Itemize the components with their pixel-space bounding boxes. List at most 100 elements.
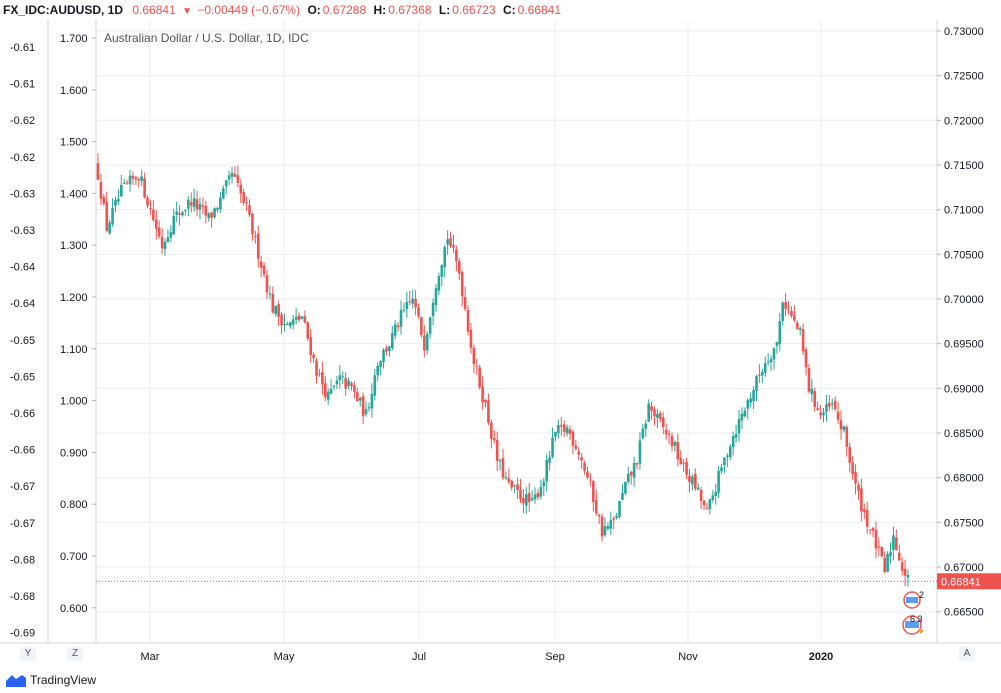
candle-body xyxy=(854,471,857,484)
candle-body xyxy=(452,244,455,248)
candle-body xyxy=(283,323,286,326)
candle-body xyxy=(900,562,904,571)
candle-body xyxy=(399,309,403,327)
candle-body xyxy=(280,314,283,326)
candle-body xyxy=(213,208,216,218)
candle-body xyxy=(519,489,522,500)
candle-body xyxy=(184,209,187,211)
brand-name[interactable]: TradingView xyxy=(30,673,97,687)
right-axis-tick-label: 0.66500 xyxy=(944,607,984,619)
candle-body xyxy=(236,175,240,184)
candle-body xyxy=(626,473,630,482)
candle-body xyxy=(125,182,129,184)
candle-body xyxy=(187,199,190,209)
candle-body xyxy=(597,514,601,517)
candle-body xyxy=(259,261,263,268)
candle-body xyxy=(379,360,382,368)
event-badge-1[interactable]: 2 xyxy=(903,590,924,609)
candle-body xyxy=(868,529,872,531)
candle-body xyxy=(434,288,438,305)
time-axis[interactable]: Mar May Jul Sep Nov 2020 xyxy=(141,651,834,663)
candle-body xyxy=(708,499,712,510)
candle-body xyxy=(801,329,805,352)
price-chart[interactable]: -0.61 -0.61 -0.62 -0.62 -0.63 -0.63 -0.64 -0.64… xyxy=(0,20,1001,668)
candle-body xyxy=(128,175,132,185)
candle-body xyxy=(364,409,368,415)
inner-left-axis-tick-label: 1.000 xyxy=(60,396,88,408)
time-axis-tick-label: Jul xyxy=(412,651,426,663)
time-axis-tick-label: 2020 xyxy=(809,651,833,663)
candle-body xyxy=(755,376,758,391)
candle-body xyxy=(256,233,260,259)
candle-body xyxy=(536,492,540,498)
outer-left-axis[interactable]: -0.61 -0.61 -0.62 -0.62 -0.63 -0.63 -0.64 -0.64… xyxy=(10,42,35,640)
candle-body xyxy=(699,489,703,501)
candle-body xyxy=(612,518,616,520)
candle-body xyxy=(860,488,863,512)
candle-body xyxy=(169,232,173,238)
candle-body xyxy=(501,458,505,478)
candle-body xyxy=(516,484,519,490)
candle-body xyxy=(559,425,563,427)
candle-body xyxy=(405,302,409,310)
footer: TradingView xyxy=(0,668,1001,693)
candle-body xyxy=(895,537,898,551)
candle-body xyxy=(580,457,583,461)
candle-body xyxy=(533,494,537,500)
candle-body xyxy=(525,494,528,506)
candle-body xyxy=(221,188,225,199)
candle-body xyxy=(390,333,394,348)
candle-body xyxy=(723,457,726,465)
candle-body xyxy=(189,202,193,206)
candle-body xyxy=(335,380,339,385)
right-price-axis[interactable]: 0.73000 0.72500 0.72000 0.71500 0.71000 0.705… xyxy=(937,26,984,619)
inner-left-axis[interactable]: 1.700 1.600 1.500 1.400 1.300 1.200 1.100 1.000… xyxy=(60,33,96,615)
candle-body xyxy=(804,349,808,368)
right-axis-tick-label: 0.69000 xyxy=(944,383,984,395)
candle-body xyxy=(603,526,607,536)
candle-body xyxy=(175,211,178,215)
candle-body xyxy=(685,461,688,475)
inner-left-axis-tick-label: 1.300 xyxy=(60,240,88,252)
candle-body xyxy=(836,411,840,420)
candle-body xyxy=(306,322,310,339)
candle-body xyxy=(632,463,636,478)
tradingview-logo-icon[interactable] xyxy=(6,675,26,687)
inner-left-axis-tick-label: 0.800 xyxy=(60,499,88,511)
candle-body xyxy=(615,515,618,519)
outer-left-axis-tick-label: -0.64 xyxy=(10,298,35,310)
right-axis-tick-label: 0.72000 xyxy=(944,115,984,127)
candle-body xyxy=(323,383,327,398)
candle-body xyxy=(504,477,508,479)
candle-body xyxy=(312,354,315,358)
candle-body xyxy=(656,413,659,418)
corner-z-button[interactable]: Z xyxy=(67,647,83,661)
candle-body xyxy=(775,341,779,346)
candle-body xyxy=(341,376,345,378)
candle-body xyxy=(670,435,674,447)
candle-body xyxy=(653,409,656,417)
corner-y-button[interactable]: Y xyxy=(20,647,36,661)
candle-body xyxy=(157,227,161,237)
candle-body xyxy=(248,205,251,215)
candle-body xyxy=(361,396,365,417)
candle-body xyxy=(691,476,694,485)
candle-body xyxy=(807,368,811,392)
auto-scale-button[interactable]: A xyxy=(959,647,975,661)
symbol-label[interactable]: FX_IDC:AUDUSD, 1D xyxy=(3,3,124,17)
candle-body xyxy=(650,405,653,411)
candle-body xyxy=(195,199,199,210)
candle-body xyxy=(475,365,479,367)
candle-body xyxy=(696,487,700,490)
event-badge-2[interactable]: 6 3 xyxy=(902,614,924,635)
candle-body xyxy=(347,380,350,386)
candle-body xyxy=(589,479,592,481)
candle-body xyxy=(522,498,525,504)
candle-body xyxy=(111,208,114,225)
candle-body xyxy=(443,246,447,268)
candle-body xyxy=(886,554,889,572)
candle-body xyxy=(490,422,493,439)
candle-body xyxy=(268,293,272,295)
candle-body xyxy=(367,407,371,409)
right-axis-tick-label: 0.69500 xyxy=(944,339,984,351)
